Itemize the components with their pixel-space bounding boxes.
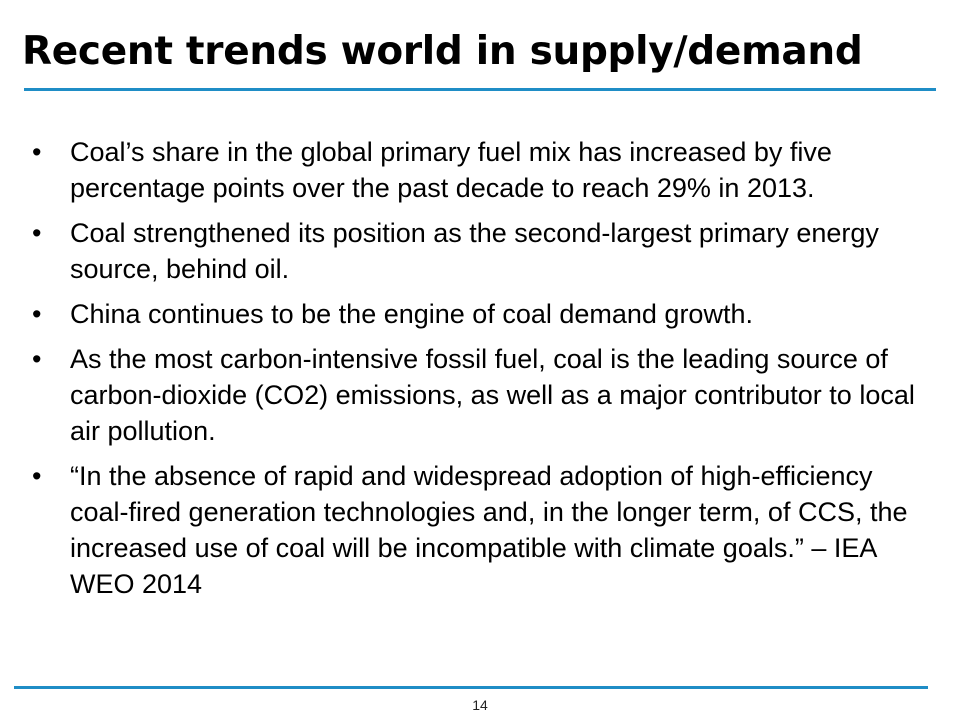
bullet-text: Coal strengthened its position as the se… — [70, 218, 879, 284]
bullet-item: • As the most carbon-intensive fossil fu… — [30, 341, 920, 449]
bullet-marker-icon: • — [32, 218, 42, 248]
bullet-text: China continues to be the engine of coal… — [70, 299, 753, 329]
slide-title: Recent trends world in supply/demand — [22, 29, 863, 74]
bullet-marker-icon: • — [32, 344, 42, 374]
bullet-marker-icon: • — [32, 299, 42, 329]
bullet-item: • “In the absence of rapid and widesprea… — [30, 458, 920, 602]
bullet-text: “In the absence of rapid and widespread … — [70, 461, 908, 599]
bullet-item: • Coal strengthened its position as the … — [30, 215, 920, 287]
bullet-text: Coal’s share in the global primary fuel … — [70, 137, 832, 203]
bullet-item: • China continues to be the engine of co… — [30, 296, 920, 332]
bullet-marker-icon: • — [32, 137, 42, 167]
bullet-list: • Coal’s share in the global primary fue… — [30, 134, 920, 611]
footer-divider — [14, 686, 928, 689]
page-number: 14 — [472, 697, 488, 713]
bullet-item: • Coal’s share in the global primary fue… — [30, 134, 920, 206]
bullet-marker-icon: • — [32, 461, 42, 491]
title-divider — [24, 88, 936, 91]
bullet-text: As the most carbon-intensive fossil fuel… — [70, 344, 915, 446]
